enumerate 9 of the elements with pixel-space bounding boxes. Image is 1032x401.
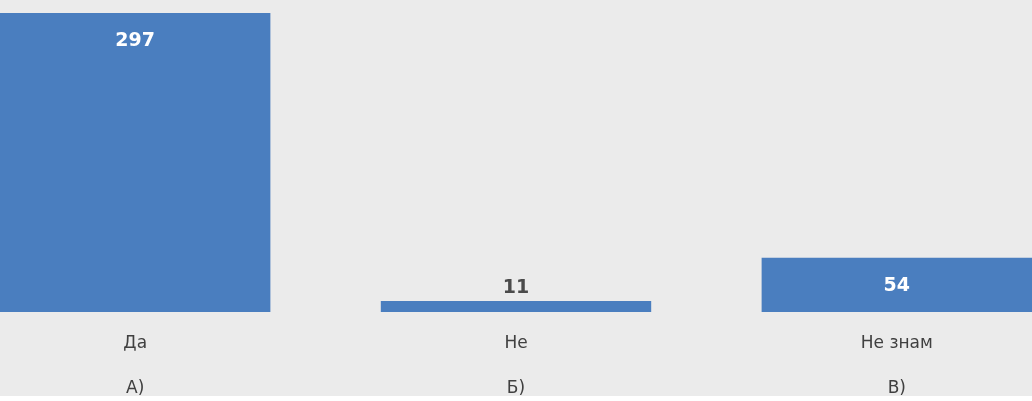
text: Б) (506, 377, 526, 397)
x-tick-label: Не знам (860, 331, 933, 352)
x-tick-label: Не (504, 331, 528, 352)
data-label: 54 (883, 272, 911, 295)
data-label: 297 (115, 28, 156, 50)
text: А) (126, 377, 145, 397)
x-tick-label: Да (123, 331, 148, 352)
text: В) (887, 377, 906, 397)
data-label: 11 (502, 274, 530, 297)
